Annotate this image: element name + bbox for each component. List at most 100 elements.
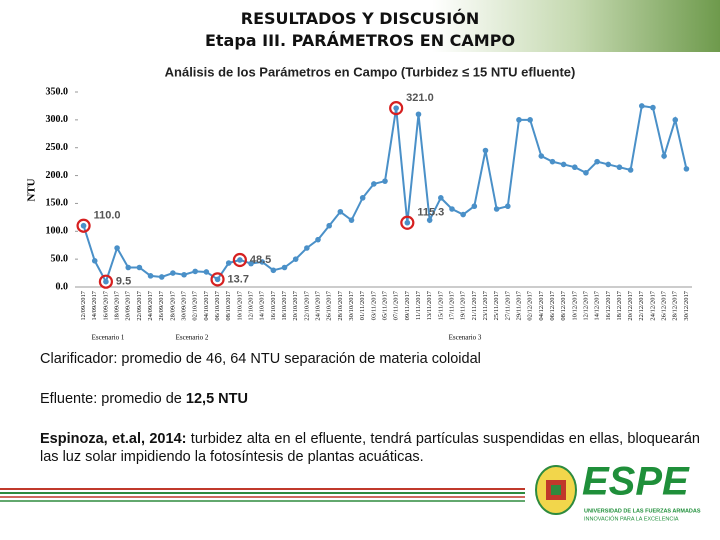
point [538, 153, 545, 159]
x-tick-label: 24/10/2017 [315, 290, 322, 320]
data-label: 110.0 [94, 210, 121, 222]
point [482, 147, 489, 154]
point [583, 169, 589, 176]
y-tick-label: 150.0 [46, 198, 69, 209]
x-tick-label: 30/12/2017 [683, 290, 690, 320]
x-tick-label: 30/10/2017 [348, 290, 355, 320]
x-tick-label: 29/11/2017 [515, 290, 522, 320]
x-tick-label: 02/10/2017 [192, 290, 199, 320]
x-tick-label: 17/11/2017 [448, 290, 455, 320]
x-tick-label: 28/09/2017 [169, 290, 176, 320]
point [237, 257, 243, 263]
highlight-circle [232, 252, 247, 268]
point [348, 217, 355, 223]
x-tick-label: 05/11/2017 [381, 290, 388, 320]
x-tick-label: 03/11/2017 [370, 290, 377, 320]
highlight-circle [98, 274, 114, 289]
x-tick-label: 07/11/2017 [393, 290, 400, 320]
scenario-label: Escenario 2 [176, 334, 209, 342]
point [270, 267, 277, 274]
x-tick-label: 08/10/2017 [225, 290, 232, 320]
x-tick-label: 04/10/2017 [203, 290, 210, 320]
point [560, 161, 567, 168]
point [571, 164, 578, 171]
x-tick-label: 12/12/2017 [582, 290, 589, 320]
data-label: 9.5 [116, 276, 131, 288]
x-tick-label: 16/10/2017 [270, 290, 277, 320]
data-label: 321.0 [406, 92, 434, 104]
point [181, 271, 187, 278]
highlight-circle [76, 218, 91, 233]
x-tick-label: 27/11/2017 [504, 290, 511, 320]
highlight-circle [210, 272, 225, 287]
x-tick-label: 09/11/2017 [404, 290, 411, 320]
x-tick-label: 13/11/2017 [426, 290, 433, 320]
series-line [82, 104, 688, 285]
point [527, 117, 533, 123]
point [326, 222, 332, 229]
point [426, 217, 433, 223]
x-tick-label: 14/10/2017 [259, 290, 266, 320]
x-tick-label: 10/10/2017 [236, 290, 243, 320]
y-tick-label: 100.0 [46, 226, 69, 237]
point [438, 195, 444, 201]
text: Efluente: promedio de [40, 391, 186, 407]
point [382, 178, 388, 184]
x-tick-label: 19/11/2017 [460, 290, 467, 320]
x-tick-label: 20/12/2017 [627, 290, 634, 320]
x-tick-label: 02/12/2017 [527, 290, 534, 320]
x-tick-label: 22/10/2017 [303, 290, 310, 320]
x-tick-label: 28/12/2017 [672, 290, 679, 320]
point [248, 260, 254, 267]
point [393, 105, 399, 111]
point [158, 274, 165, 280]
x-tick-label: 11/11/2017 [415, 290, 422, 320]
slide-title: RESULTADOS Y DISCUSIÓN [240, 9, 480, 28]
y-axis-label: NTU [26, 178, 38, 201]
point [292, 256, 299, 262]
x-tick-label: 30/09/2017 [181, 290, 188, 320]
x-tick-label: 23/11/2017 [482, 290, 489, 320]
point [683, 166, 690, 172]
x-tick-label: 12/09/2017 [80, 290, 87, 320]
x-tick-label: 15/11/2017 [437, 290, 444, 320]
x-tick-label: 26/09/2017 [158, 290, 165, 320]
text: 12,5 NTU [185, 391, 248, 407]
x-tick-label: 28/10/2017 [337, 290, 344, 320]
scenario-label: Escenario 3 [449, 334, 482, 342]
point [304, 245, 310, 251]
point [449, 206, 455, 212]
point [371, 181, 377, 187]
text: Espinoza, et.al, 2014: [40, 431, 187, 447]
point [471, 203, 478, 210]
point [281, 264, 288, 271]
point [147, 273, 154, 279]
y-tick-label: 0.0 [56, 281, 69, 292]
point [214, 276, 221, 283]
chart: Análisis de los Parámetros en Campo (Tur… [26, 64, 692, 342]
point [259, 259, 266, 265]
point [650, 104, 656, 111]
point [505, 203, 511, 210]
y-tick-label: 250.0 [46, 142, 69, 153]
point [415, 111, 422, 118]
point [627, 167, 634, 173]
point [125, 264, 132, 271]
point [638, 103, 645, 109]
scenario-label: Escenario 1 [92, 334, 125, 342]
point [672, 117, 679, 123]
point [136, 264, 143, 271]
x-tick-label: 10/12/2017 [571, 290, 578, 320]
x-tick-label: 24/12/2017 [649, 290, 656, 320]
point [203, 269, 210, 275]
logo-text: INNOVACIÓN PARA LA EXCELENCIA [584, 515, 679, 522]
point [315, 236, 321, 243]
data-label: 13.7 [228, 273, 249, 285]
x-tick-label: 12/10/2017 [248, 290, 255, 320]
y-tick-label: 200.0 [46, 170, 69, 181]
x-tick-label: 14/09/2017 [91, 290, 98, 320]
x-tick-label: 18/12/2017 [616, 290, 623, 320]
text: turbidez alta en el efluente, tendrá par… [40, 431, 700, 465]
y-tick-label: 350.0 [46, 86, 69, 97]
